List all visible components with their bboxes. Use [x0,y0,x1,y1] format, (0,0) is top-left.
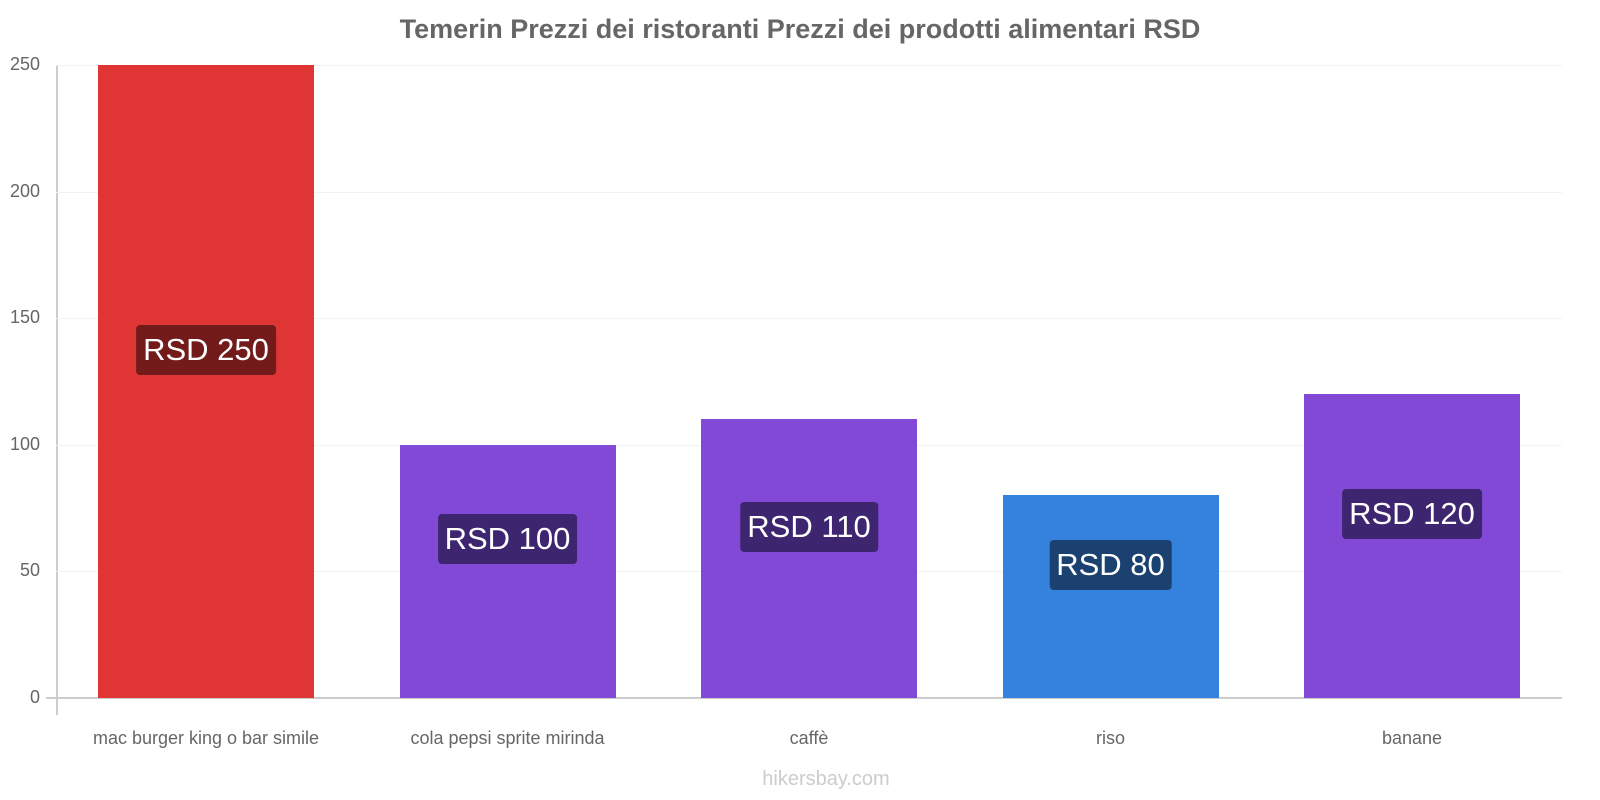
bar[interactable] [1304,394,1520,698]
y-tick-label: 100 [9,433,40,454]
y-tick-label: 200 [9,180,40,201]
x-tick-label: banane [1381,728,1443,748]
y-tick-label: 50 [19,560,40,581]
y-axis [56,65,58,715]
y-tick-label: 250 [9,54,40,74]
gridline [56,318,1562,320]
value-label: RSD 250 [136,324,276,375]
y-tick-label: 0 [29,687,40,707]
bar[interactable] [1002,495,1219,698]
x-tick-label: mac burger king o bar simile [92,728,320,748]
value-label: RSD 80 [1049,539,1172,590]
bar[interactable] [701,419,917,698]
x-tick-label: riso [1095,728,1125,748]
chart-title: Temerin Prezzi dei ristoranti Prezzi dei… [399,14,1201,44]
watermark: hikersbay.com [762,768,890,790]
x-tick-label: cola pepsi sprite mirinda [410,728,605,748]
x-axis [46,697,1562,699]
y-tick-label: 150 [9,307,40,328]
bar[interactable] [98,65,314,698]
value-label: RSD 100 [437,514,578,565]
x-tick-label: caffè [789,728,829,748]
bar[interactable] [399,444,616,698]
value-label: RSD 110 [740,501,878,552]
gridline [56,191,1562,193]
gridline [56,65,1562,66]
value-label: RSD 120 [1342,489,1482,540]
